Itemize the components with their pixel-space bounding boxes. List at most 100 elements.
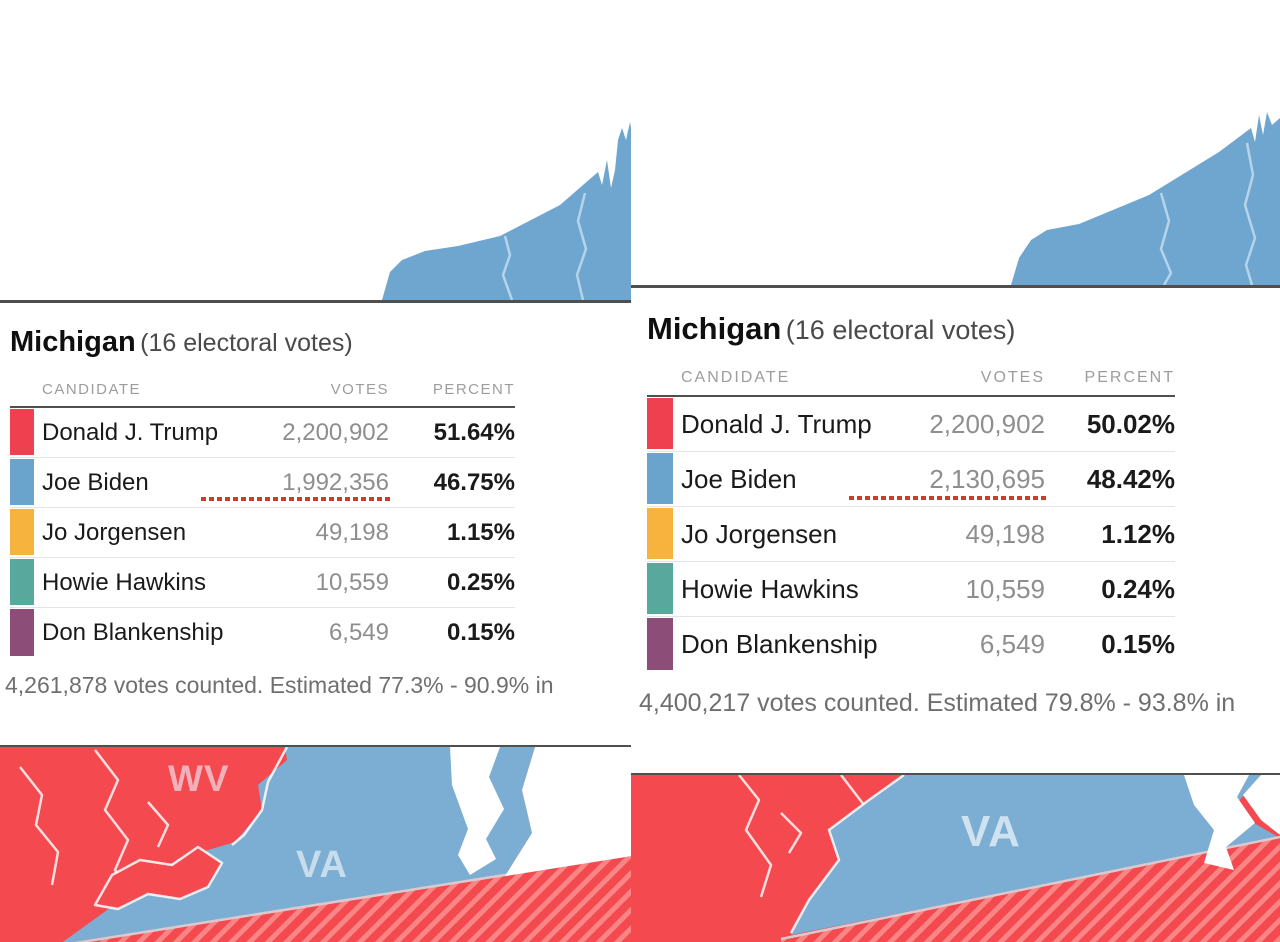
header-percent: PERCENT <box>432 381 515 398</box>
candidate-votes: 2,200,902 <box>282 418 389 446</box>
candidate-color-swatch <box>647 618 673 670</box>
state-border-line <box>147 801 170 848</box>
state-title: Michigan <box>10 326 136 358</box>
state-label-va: VA <box>961 807 1021 856</box>
candidate-votes: 6,549 <box>979 629 1045 659</box>
electoral-votes-subtitle: (16 electoral votes) <box>140 329 353 357</box>
map-upper-left <box>0 3 631 300</box>
state-border-line <box>19 766 60 886</box>
state-border-line <box>780 812 803 854</box>
candidate-percent: 46.75% <box>433 468 515 496</box>
table-row: Joe Biden 2,130,695 48.42% <box>647 452 1175 507</box>
candidate-votes: 10,559 <box>965 573 1045 604</box>
table-row: Joe Biden 1,992,356 46.75% <box>10 458 515 508</box>
candidate-color-swatch <box>647 508 673 559</box>
candidate-color-swatch <box>647 563 673 614</box>
blue-state-shape[interactable] <box>382 122 631 300</box>
header-candidate: CANDIDATE <box>42 381 142 398</box>
candidate-votes: 49,198 <box>965 518 1045 549</box>
north-carolina-hatched-region[interactable] <box>50 855 631 942</box>
candidate-votes: 6,549 <box>328 619 389 646</box>
table-row: Don Blankenship 6,549 0.15% <box>10 608 515 658</box>
candidate-name: Howie Hawkins <box>681 573 859 604</box>
candidate-name: Howie Hawkins <box>42 568 207 596</box>
blue-state-shape[interactable] <box>1011 112 1280 285</box>
candidate-color-swatch <box>10 609 34 656</box>
state-label-va: VA <box>296 844 348 886</box>
chesapeake-bay <box>1184 775 1255 870</box>
screenshot-right: Michigan (16 electoral votes) CANDIDATE … <box>631 0 1280 942</box>
table-row: Jo Jorgensen 49,198 1.12% <box>647 507 1175 562</box>
candidate-votes: 2,130,695 <box>849 452 1049 506</box>
state-border-line <box>575 192 588 300</box>
table-row: Donald J. Trump 2,200,902 51.64% <box>10 408 515 458</box>
michigan-tooltip-left: Michigan (16 electoral votes) CANDIDATE … <box>0 300 631 745</box>
atlantic-ocean <box>1243 775 1280 835</box>
state-border-line <box>738 775 773 898</box>
state-title: Michigan <box>647 311 782 346</box>
votes-counted-footer: 4,261,878 votes counted. Estimated 77.3%… <box>5 672 554 698</box>
va-nc-border-line <box>780 835 1280 941</box>
candidate-percent: 0.25% <box>446 568 515 596</box>
table-row: Don Blankenship 6,549 0.15% <box>647 617 1175 672</box>
tooltip-title-line: Michigan (16 electoral votes) <box>647 311 1280 347</box>
results-table: CANDIDATE VOTES PERCENT Donald J. Trump … <box>10 381 515 658</box>
tooltip-title-line: Michigan (16 electoral votes) <box>10 326 631 359</box>
candidate-name: Donald J. Trump <box>42 418 219 446</box>
candidate-votes: 1,992,356 <box>201 458 393 507</box>
candidate-color-swatch <box>10 559 34 605</box>
header-votes: VOTES <box>330 381 389 398</box>
map-upper-right <box>631 3 1280 285</box>
wv-va-border-line <box>231 747 289 846</box>
candidate-percent: 0.24% <box>1101 573 1175 604</box>
chesapeake-bay <box>450 747 504 875</box>
candidate-name: Joe Biden <box>681 463 797 494</box>
state-label-wv: WV <box>168 758 230 799</box>
atlantic-ocean <box>505 747 631 876</box>
candidate-votes: 2,200,902 <box>929 408 1045 439</box>
candidate-name: Joe Biden <box>42 468 149 496</box>
candidate-percent: 50.02% <box>1086 408 1175 439</box>
candidate-name: Don Blankenship <box>42 619 224 646</box>
table-row: Donald J. Trump 2,200,902 50.02% <box>647 397 1175 452</box>
votes-counted-footer: 4,400,217 votes counted. Estimated 79.8%… <box>639 689 1236 717</box>
candidate-name: Jo Jorgensen <box>681 518 838 549</box>
table-header: CANDIDATE VOTES PERCENT <box>647 369 1175 397</box>
table-row: Howie Hawkins 10,559 0.25% <box>10 558 515 608</box>
candidate-percent: 1.12% <box>1101 518 1175 549</box>
table-row: Jo Jorgensen 49,198 1.15% <box>10 508 515 558</box>
electoral-votes-subtitle: (16 electoral votes) <box>785 315 1016 345</box>
west-virginia-south-tip[interactable] <box>93 845 224 911</box>
header-percent: PERCENT <box>1084 369 1175 386</box>
candidate-name: Don Blankenship <box>681 629 878 659</box>
state-border-line <box>1159 192 1173 285</box>
candidate-votes: 49,198 <box>315 518 389 546</box>
candidate-percent: 48.42% <box>1086 463 1175 494</box>
candidate-votes: 10,559 <box>315 568 389 596</box>
map-lower-left <box>0 745 631 942</box>
results-table: CANDIDATE VOTES PERCENT Donald J. Trump … <box>647 369 1175 672</box>
candidate-color-swatch <box>647 398 673 449</box>
changed-votes-underline <box>201 497 393 501</box>
virginia-region[interactable] <box>791 775 1280 935</box>
map-lower-right <box>631 773 1280 942</box>
state-border-line <box>501 235 514 300</box>
changed-votes-underline <box>849 496 1049 500</box>
header-votes: VOTES <box>980 369 1045 386</box>
table-row: Howie Hawkins 10,559 0.24% <box>647 562 1175 617</box>
candidate-percent: 0.15% <box>446 619 515 646</box>
wv-va-border-line <box>789 775 905 934</box>
table-header: CANDIDATE VOTES PERCENT <box>10 381 515 408</box>
candidate-percent: 1.15% <box>446 518 515 546</box>
candidate-name: Jo Jorgensen <box>42 518 187 546</box>
candidate-color-swatch <box>647 453 673 504</box>
screenshot-left: Michigan (16 electoral votes) CANDIDATE … <box>0 0 631 942</box>
michigan-tooltip-right: Michigan (16 electoral votes) CANDIDATE … <box>631 285 1280 773</box>
header-candidate: CANDIDATE <box>681 369 791 386</box>
candidate-percent: 0.15% <box>1101 629 1175 659</box>
candidate-name: Donald J. Trump <box>681 408 872 439</box>
candidate-color-swatch <box>10 509 34 555</box>
state-border-line <box>1243 142 1257 285</box>
candidate-percent: 51.64% <box>433 418 515 446</box>
